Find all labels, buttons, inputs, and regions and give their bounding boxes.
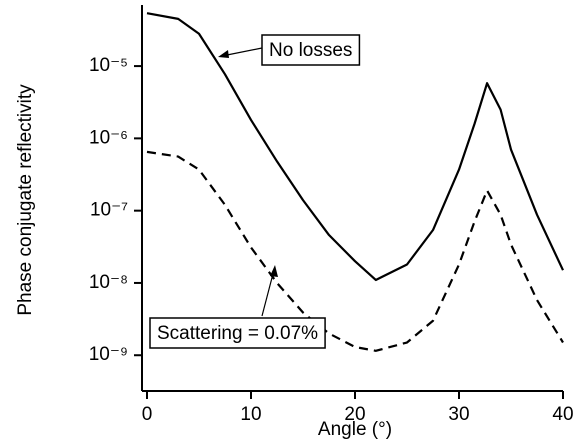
y-tick-label: 10⁻⁹ (89, 344, 128, 365)
series-label: No losses (269, 40, 352, 61)
arrow-head (218, 50, 229, 58)
arrow-head (270, 265, 278, 277)
y-tick-label: 10⁻⁶ (89, 127, 128, 148)
x-tick-label: 0 (142, 404, 153, 425)
x-tick-label: 10 (240, 404, 261, 425)
line-series (146, 12, 564, 282)
x-tick-label: 20 (344, 404, 365, 425)
y-axis-label: Phase conjugate reflectivity (15, 84, 36, 316)
series-label: Scattering = 0.07% (157, 323, 318, 344)
y-tick-label: 10⁻⁷ (90, 200, 128, 221)
annotation-arrow (221, 47, 263, 57)
y-tick-label: 10⁻⁸ (89, 272, 128, 293)
x-tick-label: 30 (448, 404, 469, 425)
line-series (146, 150, 564, 352)
series-label-box (149, 317, 326, 349)
x-axis-label: Angle (°) (318, 419, 392, 440)
x-tick-label: 40 (552, 404, 573, 425)
series-label-box (261, 34, 361, 66)
y-tick-label: 10⁻⁵ (89, 55, 128, 76)
